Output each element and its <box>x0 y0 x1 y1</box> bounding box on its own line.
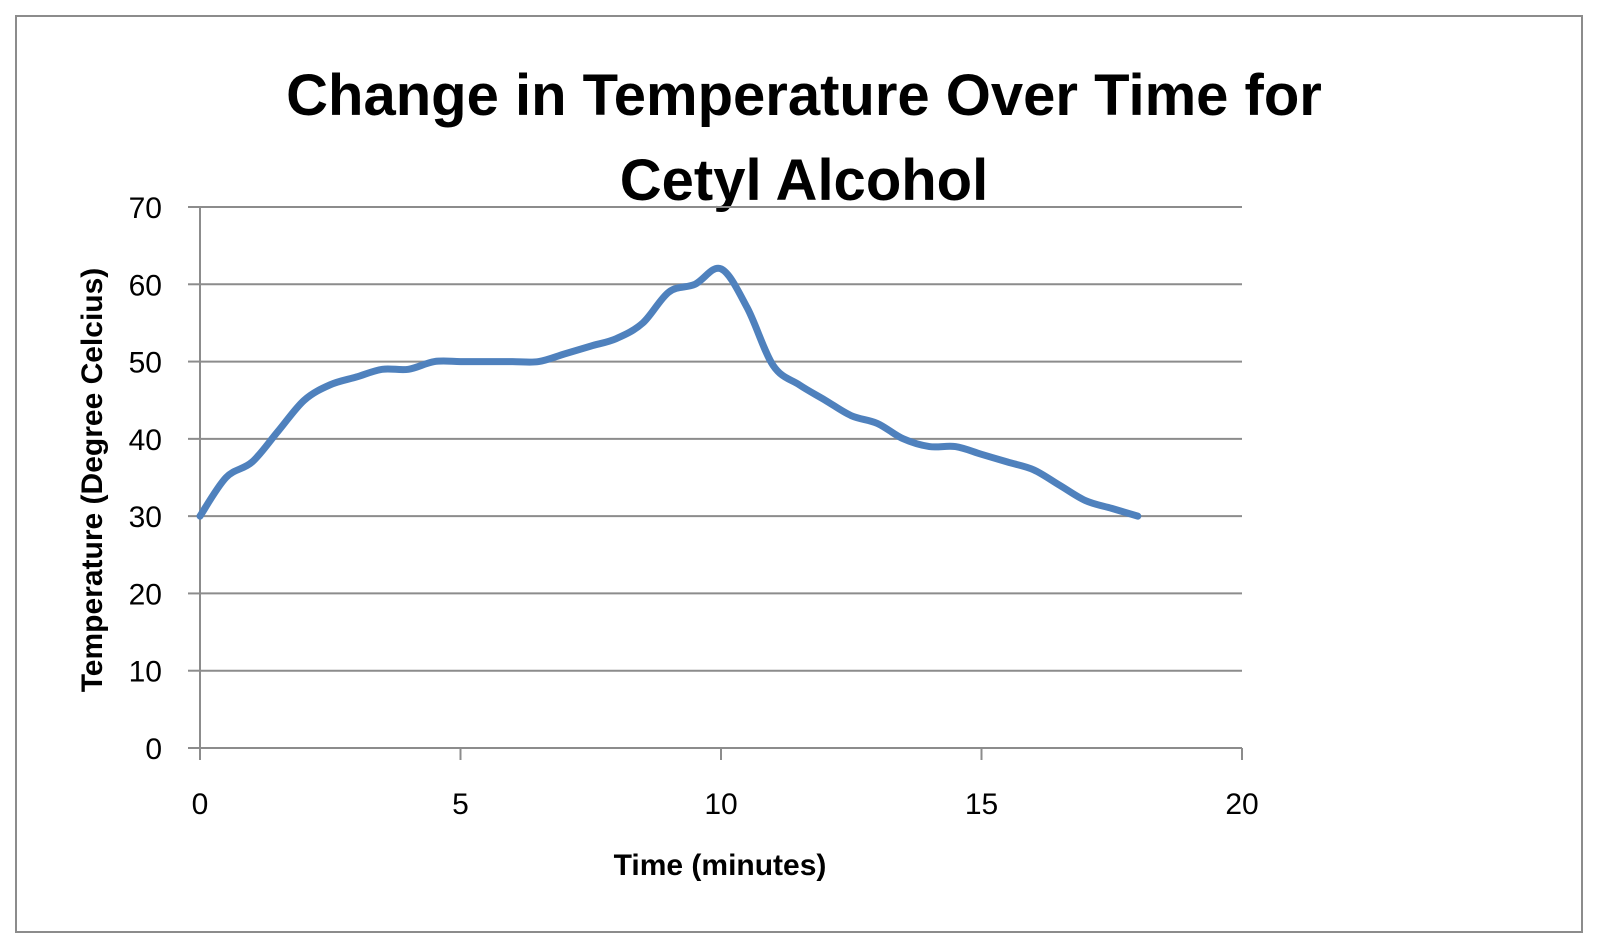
y-axis-label: Temperature (Degree Celcius) <box>76 268 109 693</box>
x-tick-label-10: 10 <box>704 788 737 821</box>
x-tick-label-20: 20 <box>1225 788 1258 821</box>
y-tick-label-50: 50 <box>129 347 162 380</box>
y-tick-label-70: 70 <box>129 192 162 225</box>
gridlines <box>200 206 1242 672</box>
chart-title-line-1: Change in Temperature Over Time for <box>286 63 1322 128</box>
y-tick-label-20: 20 <box>129 578 162 611</box>
series-line-0 <box>196 264 1142 520</box>
axes <box>188 206 1243 760</box>
x-axis-label: Time (minutes) <box>614 849 827 882</box>
chart-frame <box>15 15 1583 933</box>
x-tick-label-5: 5 <box>452 788 469 821</box>
x-tick-label-15: 15 <box>965 788 998 821</box>
y-tick-label-40: 40 <box>129 424 162 457</box>
chart-title-line-2: Cetyl Alcohol <box>620 148 988 213</box>
y-tick-label-30: 30 <box>129 501 162 534</box>
y-tick-label-10: 10 <box>129 656 162 689</box>
series-layer <box>196 264 1142 520</box>
x-tick-label-0: 0 <box>192 788 209 821</box>
y-tick-label-60: 60 <box>129 269 162 302</box>
tick-labels: 0 10 20 30 40 50 60 70 0 5 10 15 20 <box>129 192 1259 821</box>
y-tick-label-0: 0 <box>145 733 162 766</box>
